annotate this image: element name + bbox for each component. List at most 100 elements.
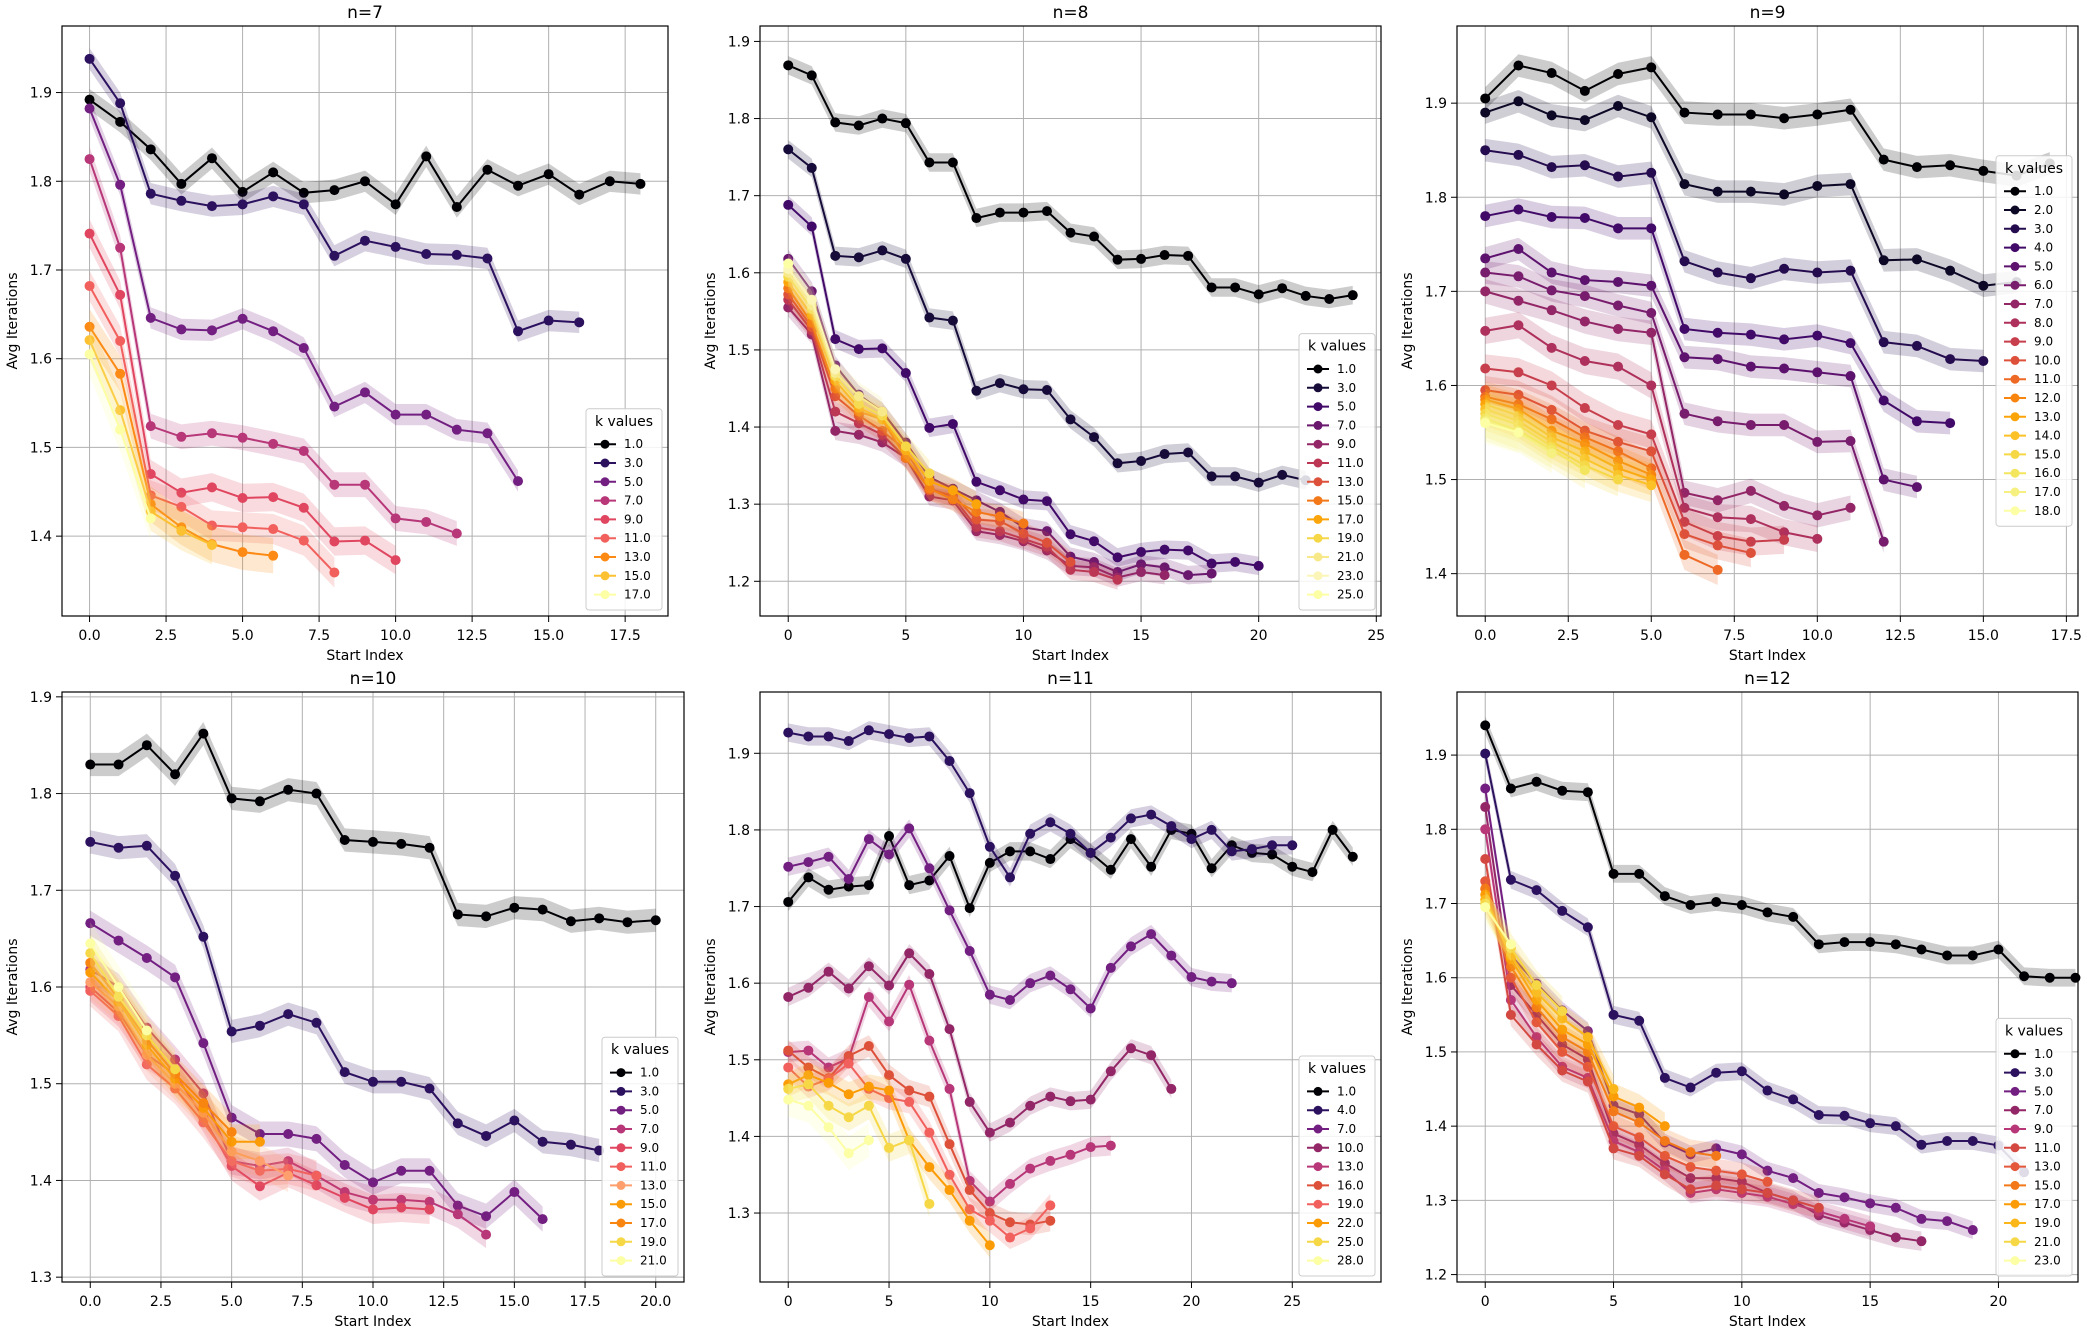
data-point	[1025, 978, 1035, 988]
data-point	[1146, 862, 1156, 872]
data-point	[1136, 254, 1146, 264]
data-point	[1646, 380, 1656, 390]
y-tick-label: 1.3	[30, 1270, 52, 1286]
data-point	[1912, 254, 1922, 264]
data-point	[360, 387, 370, 397]
data-point	[1480, 418, 1490, 428]
x-tick-label: 0	[1481, 1294, 1490, 1310]
legend-label: 17.0	[2034, 1197, 2061, 1211]
data-point	[1942, 950, 1952, 960]
legend-label: 3.0	[2034, 1066, 2053, 1080]
data-point	[238, 493, 248, 503]
data-point	[207, 428, 217, 438]
confidence-band	[788, 56, 1353, 308]
data-point	[945, 756, 955, 766]
legend-swatch-marker	[2011, 412, 2020, 421]
data-point	[1348, 290, 1358, 300]
data-point	[1277, 470, 1287, 480]
data-point	[1580, 115, 1590, 125]
data-point	[924, 1036, 934, 1046]
data-point	[1713, 109, 1723, 119]
legend-label: 10.0	[2034, 353, 2061, 367]
data-point	[1089, 536, 1099, 546]
data-point	[360, 236, 370, 246]
data-point	[1912, 416, 1922, 426]
data-point	[1942, 1216, 1952, 1226]
legend-label: 5.0	[624, 475, 643, 489]
x-tick-label: 5	[901, 628, 910, 644]
legend-swatch-marker	[2011, 1087, 2020, 1096]
data-point	[824, 1122, 834, 1132]
data-point	[538, 905, 548, 915]
legend-swatch-marker	[1314, 1106, 1323, 1115]
legend-swatch-marker	[1314, 571, 1323, 580]
data-point	[844, 736, 854, 746]
data-point	[1301, 291, 1311, 301]
y-tick-label: 1.5	[30, 1077, 52, 1093]
chart-title: n=7	[347, 3, 383, 23]
y-tick-label: 1.5	[728, 1053, 750, 1069]
data-point	[830, 426, 840, 436]
data-point	[283, 1009, 293, 1019]
y-tick-label: 1.7	[728, 189, 750, 205]
confidence-band	[90, 830, 599, 1162]
data-point	[854, 391, 864, 401]
data-point	[85, 229, 95, 239]
data-point	[1513, 204, 1523, 214]
y-tick-label: 1.9	[728, 746, 750, 762]
data-point	[824, 967, 834, 977]
y-axis-label: Avg Iterations	[703, 272, 719, 369]
data-point	[85, 104, 95, 114]
data-point	[1005, 1118, 1015, 1128]
legend-swatch-marker	[617, 1143, 626, 1152]
data-point	[1166, 951, 1176, 961]
data-point	[985, 842, 995, 852]
series-7.0	[85, 956, 491, 1248]
legend-label: 6.0	[2034, 278, 2053, 292]
legend: k values1.03.05.07.09.011.013.015.017.01…	[1996, 1018, 2072, 1276]
data-point	[901, 441, 911, 451]
data-point	[1686, 1083, 1696, 1093]
data-point	[481, 911, 491, 921]
data-point	[114, 982, 124, 992]
chart-panel-2: 0.0 2.5 5.0 7.5 10.0 12.5 15.0 17.51.41.51.61.7…	[1400, 3, 2082, 664]
legend-swatch-marker	[2011, 206, 2020, 215]
data-point	[1480, 802, 1490, 812]
data-point	[1746, 362, 1756, 372]
data-point	[1580, 316, 1590, 326]
data-point	[1846, 436, 1856, 446]
legend-label: 13.0	[2034, 410, 2061, 424]
data-point	[538, 1137, 548, 1147]
data-point	[854, 120, 864, 130]
data-point	[299, 446, 309, 456]
x-tick-label: 15.0	[499, 1294, 530, 1310]
data-point	[1812, 534, 1822, 544]
data-point	[1045, 1200, 1055, 1210]
data-point	[924, 1162, 934, 1172]
data-point	[1713, 540, 1723, 550]
legend-label: 18.0	[2034, 504, 2061, 518]
legend-swatch-marker	[1314, 1237, 1323, 1246]
data-point	[1513, 296, 1523, 306]
legend-swatch-marker	[1314, 477, 1323, 486]
legend-label: 8.0	[2034, 316, 2053, 330]
data-point	[1609, 1143, 1619, 1153]
legend-swatch-marker	[601, 534, 610, 543]
data-point	[783, 1095, 793, 1105]
data-point	[1839, 937, 1849, 947]
data-point	[538, 1214, 548, 1224]
data-point	[329, 185, 339, 195]
data-point	[1106, 1066, 1116, 1076]
y-tick-label: 1.2	[1425, 1268, 1447, 1284]
data-point	[904, 980, 914, 990]
data-point	[1557, 1006, 1567, 1016]
x-tick-label: 10	[1015, 628, 1033, 644]
data-point	[1166, 1084, 1176, 1094]
data-point	[1532, 1040, 1542, 1050]
data-point	[176, 526, 186, 536]
data-point	[1183, 570, 1193, 580]
legend-swatch-marker	[1314, 421, 1323, 430]
data-point	[1018, 495, 1028, 505]
y-axis-label: Avg Iterations	[1400, 272, 1416, 369]
data-point	[513, 326, 523, 336]
